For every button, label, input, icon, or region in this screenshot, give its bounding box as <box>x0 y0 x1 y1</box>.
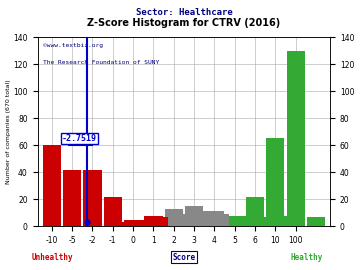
Bar <box>165 209 183 226</box>
Bar <box>185 206 203 226</box>
Bar <box>144 215 163 226</box>
Bar <box>226 215 244 226</box>
Text: Healthy: Healthy <box>291 253 323 262</box>
Bar <box>200 211 209 226</box>
Bar <box>220 214 229 226</box>
Bar <box>83 170 102 226</box>
Bar <box>261 217 270 226</box>
Bar <box>307 217 325 226</box>
Y-axis label: Number of companies (670 total): Number of companies (670 total) <box>5 79 10 184</box>
Text: Sector: Healthcare: Sector: Healthcare <box>135 8 232 17</box>
Bar <box>246 197 264 226</box>
Text: ©www.textbiz.org: ©www.textbiz.org <box>44 43 103 48</box>
Bar <box>118 222 127 226</box>
Bar <box>42 145 61 226</box>
Bar <box>159 217 168 226</box>
Bar <box>104 197 122 226</box>
Bar <box>281 215 290 226</box>
Text: Unhealthy: Unhealthy <box>31 253 73 262</box>
Text: -2.7519: -2.7519 <box>62 134 97 143</box>
Bar <box>179 214 189 226</box>
Title: Z-Score Histogram for CTRV (2016): Z-Score Histogram for CTRV (2016) <box>87 18 280 28</box>
Bar <box>240 215 249 226</box>
Text: Score: Score <box>172 253 195 262</box>
Bar <box>266 139 284 226</box>
Bar <box>124 220 142 226</box>
Bar <box>63 170 81 226</box>
Bar <box>205 211 224 226</box>
Bar <box>139 220 148 226</box>
Bar <box>287 50 305 226</box>
Text: The Research Foundation of SUNY: The Research Foundation of SUNY <box>44 60 159 65</box>
